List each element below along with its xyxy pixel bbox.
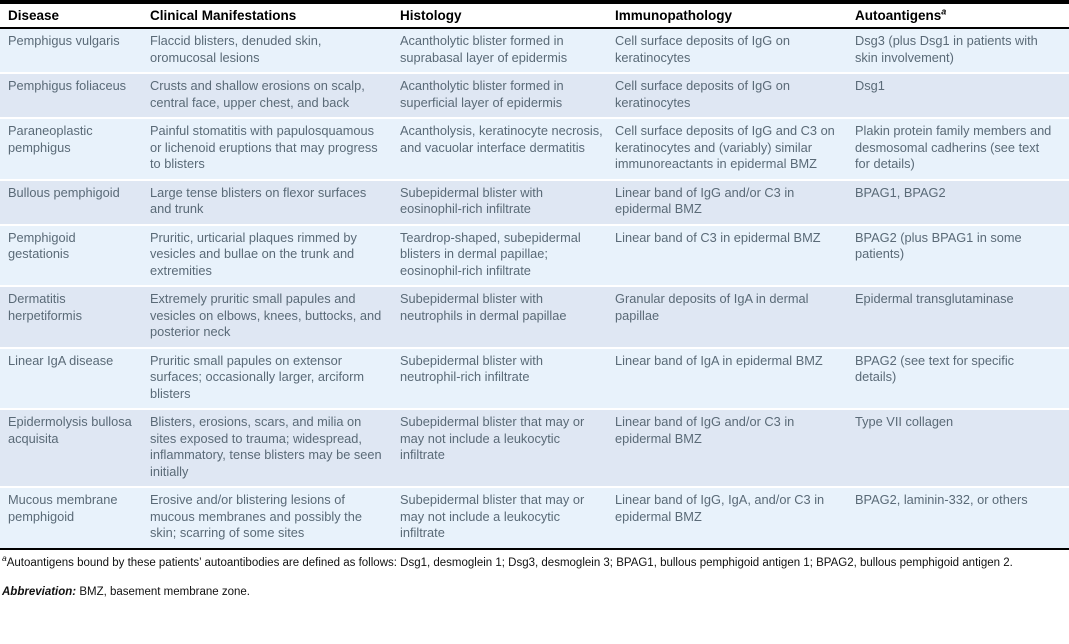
cell-immunopathology: Cell surface deposits of IgG and C3 on k… xyxy=(615,118,855,181)
cell-histology: Subepidermal blister that may or may not… xyxy=(400,492,585,540)
cell-immunopathology: Linear band of IgG and/or C3 in epiderma… xyxy=(615,179,855,226)
table-row: Epidermolysis bullosa acquisita Blisters,… xyxy=(0,409,1069,488)
table-row: Pemphigus vulgaris Flaccid blisters, denu… xyxy=(0,28,1069,74)
footnotes: aAutoantigens bound by these patients’ a… xyxy=(0,550,1069,600)
cell-disease: Bullous pemphigoid xyxy=(0,179,150,226)
column-header-clinical-manifestations: Clinical Manifestations xyxy=(150,2,400,29)
cell-clinical-manifestations: Pruritic, urticarial plaques rimmed by v… xyxy=(150,224,400,287)
autoantigens-footnote: aAutoantigens bound by these patients’ a… xyxy=(2,552,1063,571)
cell-immunopathology: Cell surface deposits of IgG on keratino… xyxy=(615,28,855,74)
column-header-autoantigens-label: Autoantigens xyxy=(855,8,942,23)
cell-histology: Acantholysis, keratinocyte necrosis, and… xyxy=(400,118,615,181)
cell-autoantigens: BPAG2 (plus BPAG1 in some patients) xyxy=(855,224,1069,287)
table-row: Paraneoplastic pemphigus Painful stomatit… xyxy=(0,118,1069,181)
cell-clinical-manifestations: Extremely pruritic small papules and ves… xyxy=(150,286,400,349)
cell-disease: Pemphigus foliaceus xyxy=(0,73,150,119)
cell-disease: Dermatitis herpetiformis xyxy=(0,286,150,349)
column-header-histology: Histology xyxy=(400,2,615,29)
cell-clinical-manifestations: Blisters, erosions, scars, and milia on … xyxy=(150,409,400,488)
cell-autoantigens: Dsg1 xyxy=(855,73,1069,119)
cell-histology: Acantholytic blister formed in suprabasa… xyxy=(400,28,615,74)
cell-immunopathology: Linear band of C3 in epidermal BMZ xyxy=(615,224,855,287)
cell-clinical-manifestations: Pruritic small papules on extensor surfa… xyxy=(150,347,400,410)
cell-disease: Paraneoplastic pemphigus xyxy=(0,118,150,181)
cell-immunopathology: Linear band of IgG and/or C3 in epiderma… xyxy=(615,409,855,488)
cell-disease: Epidermolysis bullosa acquisita xyxy=(0,409,150,488)
autoimmune-blistering-diseases-table: Disease Clinical Manifestations Histolog… xyxy=(0,0,1069,548)
cell-disease: Pemphigus vulgaris xyxy=(0,28,150,74)
cell-autoantigens: Dsg3 (plus Dsg1 in patients with skin in… xyxy=(855,28,1069,74)
cell-clinical-manifestations: Painful stomatitis with papulosquamous o… xyxy=(150,118,400,181)
cell-clinical-manifestations: Crusts and shallow erosions on scalp, ce… xyxy=(150,73,400,119)
cell-immunopathology: Cell surface deposits of IgG on keratino… xyxy=(615,73,855,119)
cell-disease: Linear IgA disease xyxy=(0,347,150,410)
table-row: Pemphigus foliaceus Crusts and shallow er… xyxy=(0,73,1069,119)
table-row: Pemphigoid gestationis Pruritic, urticari… xyxy=(0,224,1069,287)
cell-disease: Mucous membrane pemphigoid xyxy=(8,492,118,524)
autoantigens-footnote-marker: a xyxy=(941,6,947,17)
cell-clinical-manifestations: Flaccid blisters, denuded skin, oromucos… xyxy=(150,28,400,74)
cell-histology: Subepidermal blister with neutrophil-ric… xyxy=(400,347,615,410)
cell-clinical-manifestations: Erosive and/or blistering lesions of muc… xyxy=(150,492,362,540)
column-header-immunopathology: Immunopathology xyxy=(615,2,855,29)
table-row: Dermatitis herpetiformis Extremely prurit… xyxy=(0,286,1069,349)
cell-immunopathology: Linear band of IgG, IgA, and/or C3 in ep… xyxy=(615,492,825,524)
cell-histology: Teardrop-shaped, subepidermal blisters i… xyxy=(400,224,615,287)
table-row: Mucous membrane pemphigoid Erosive and/or… xyxy=(0,487,1069,548)
footnote-text: Autoantigens bound by these patients’ au… xyxy=(6,556,1013,569)
cell-histology: Subepidermal blister with neutrophils in… xyxy=(400,286,615,349)
cell-immunopathology: Linear band of IgA in epidermal BMZ xyxy=(615,347,855,410)
table-row: Bullous pemphigoid Large tense blisters o… xyxy=(0,179,1069,226)
abbreviation-text: BMZ, basement membrane zone. xyxy=(76,585,250,598)
abbreviation-label: Abbreviation: xyxy=(2,585,77,598)
cell-autoantigens: BPAG1, BPAG2 xyxy=(855,179,1069,226)
table-header: Disease Clinical Manifestations Histolog… xyxy=(0,2,1069,29)
cell-histology: Subepidermal blister that may or may not… xyxy=(400,409,615,488)
table-body: Pemphigus vulgaris Flaccid blisters, denu… xyxy=(0,28,1069,548)
cell-histology: Subepidermal blister with eosinophil-ric… xyxy=(400,179,615,226)
column-header-autoantigens: Autoantigensa xyxy=(855,2,1069,29)
cell-autoantigens: Epidermal transglutaminase xyxy=(855,286,1069,349)
cell-disease: Pemphigoid gestationis xyxy=(0,224,150,287)
cell-histology: Acantholytic blister formed in superfici… xyxy=(400,73,615,119)
footnote-marker: a xyxy=(2,552,7,563)
cell-autoantigens: BPAG2, laminin-332, or others xyxy=(855,492,1028,507)
table-bottom-rule xyxy=(0,547,1069,550)
cell-immunopathology: Granular deposits of IgA in dermal papil… xyxy=(615,286,855,349)
column-header-disease: Disease xyxy=(0,2,150,29)
cell-clinical-manifestations: Large tense blisters on flexor surfaces … xyxy=(150,179,400,226)
table-row: Linear IgA disease Pruritic small papules… xyxy=(0,347,1069,410)
cell-autoantigens: Plakin protein family members and desmos… xyxy=(855,118,1069,181)
abbreviation-line: Abbreviation: BMZ, basement membrane zon… xyxy=(2,584,1063,600)
cell-autoantigens: Type VII collagen xyxy=(855,409,1069,488)
cell-autoantigens: BPAG2 (see text for specific details) xyxy=(855,347,1069,410)
header-row: Disease Clinical Manifestations Histolog… xyxy=(0,2,1069,29)
